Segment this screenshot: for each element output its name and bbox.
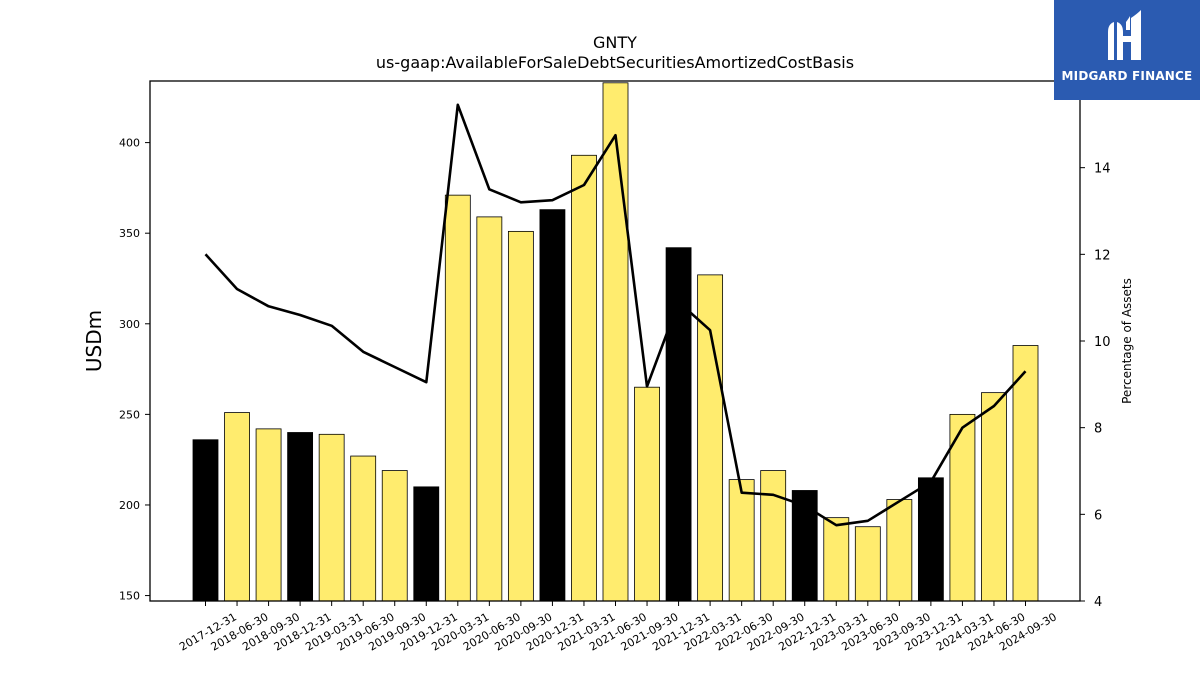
- logo-text: MIDGARD FINANCE: [1061, 69, 1193, 83]
- line-group: [204, 103, 1027, 527]
- bar-2018-06-30: [224, 412, 250, 602]
- bar-2019-12-31: [413, 486, 440, 602]
- chart-title: GNTY: [593, 33, 637, 52]
- bar-2023-06-30: [854, 526, 881, 602]
- y2-tick-label-12: 12: [1094, 248, 1111, 263]
- bar-2019-09-30: [381, 470, 408, 602]
- bar-2018-09-30: [255, 428, 282, 602]
- bar-2024-09-30: [1012, 345, 1039, 602]
- y-tick-label-350: 350: [119, 227, 140, 240]
- y2-axis-label: Percentage of Assets: [1120, 278, 1134, 404]
- bar-2017-12-31: [192, 439, 219, 602]
- bar-2024-03-31: [949, 413, 976, 602]
- midgard-logo: MIDGARD FINANCE: [1054, 0, 1200, 100]
- bar-2023-03-31: [823, 517, 850, 602]
- bar-2023-09-30: [886, 499, 913, 602]
- y-tick-label-200: 200: [119, 499, 140, 512]
- y-tick-label-150: 150: [119, 590, 140, 603]
- bar-2018-12-31: [287, 432, 314, 602]
- bar-2021-12-31: [665, 247, 692, 602]
- bar-2019-06-30: [350, 455, 377, 602]
- percentage-line: [204, 103, 1027, 527]
- y2-tick-label-14: 14: [1094, 162, 1111, 177]
- bar-2023-12-31: [917, 477, 944, 602]
- y2-tick-label-4: 4: [1094, 595, 1102, 610]
- bar-2020-06-30: [476, 216, 503, 602]
- y-tick-label-400: 400: [119, 137, 140, 150]
- bar-2020-03-31: [444, 194, 471, 602]
- bar-2020-12-31: [539, 209, 566, 602]
- bar-2022-09-30: [760, 470, 787, 602]
- y2-tick-label-10: 10: [1094, 335, 1111, 350]
- bars-group: [192, 82, 1039, 602]
- midgard-logo-icon: [1108, 10, 1141, 60]
- bar-2019-03-31: [318, 433, 345, 602]
- bar-2024-06-30: [981, 392, 1007, 602]
- bar-2022-12-31: [791, 490, 818, 602]
- chart-subtitle: us-gaap:AvailableForSaleDebtSecuritiesAm…: [376, 53, 854, 72]
- y2-tick-label-6: 6: [1094, 508, 1102, 523]
- y2-tick-label-8: 8: [1094, 422, 1102, 437]
- bar-2021-09-30: [634, 386, 660, 602]
- y-tick-label-300: 300: [119, 318, 140, 331]
- bar-2021-03-31: [571, 154, 597, 602]
- bar-2020-09-30: [507, 230, 534, 602]
- bar-2021-06-30: [602, 82, 629, 602]
- y-axis-label: USDm: [82, 310, 106, 372]
- plot-frame: [149, 80, 1081, 602]
- y-tick-label-250: 250: [119, 408, 140, 421]
- bar-2022-06-30: [728, 479, 755, 602]
